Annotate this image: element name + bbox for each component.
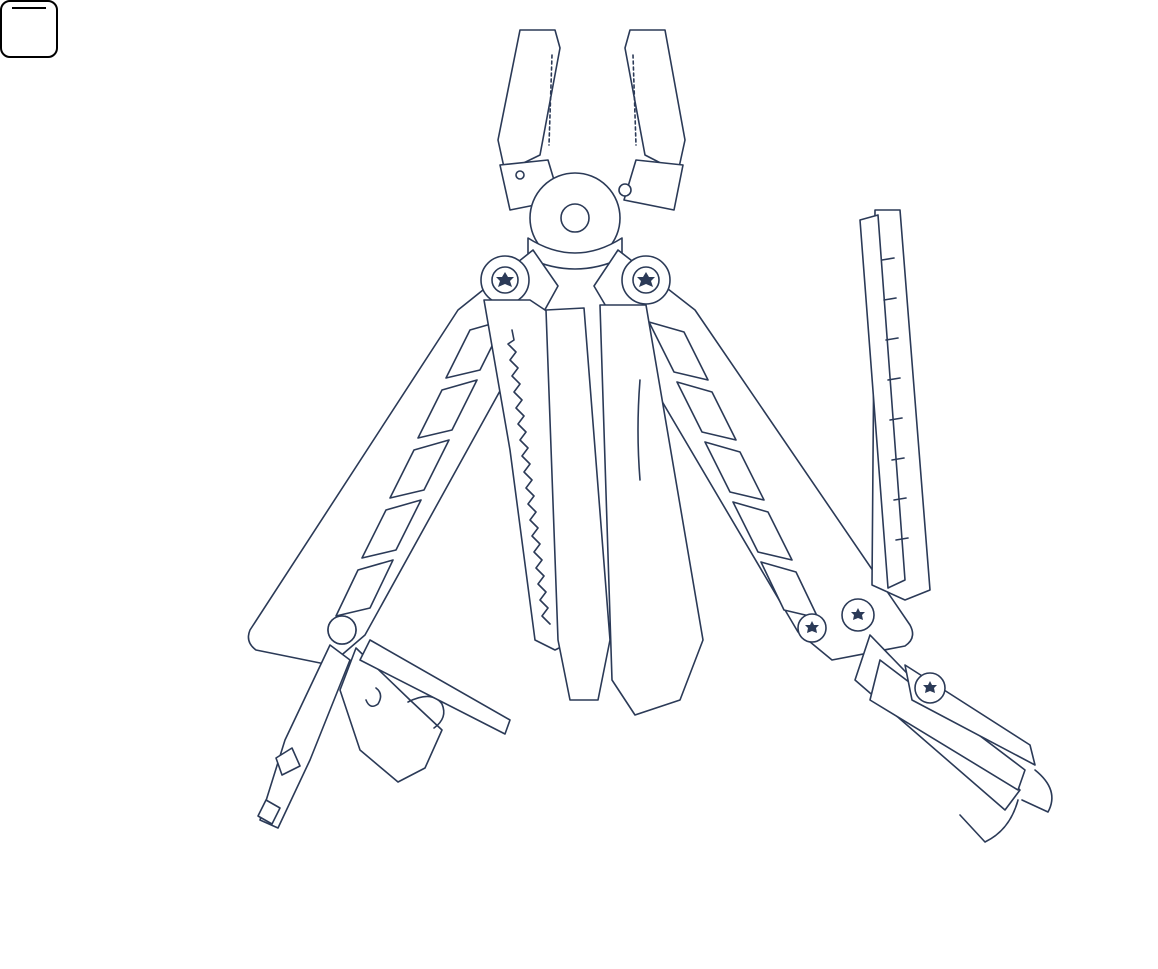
tool-count-badge bbox=[0, 0, 58, 58]
multitool-lineart bbox=[248, 30, 1051, 842]
plier-head bbox=[498, 30, 685, 269]
ruler-arm bbox=[860, 210, 930, 600]
multitool-svg bbox=[0, 0, 1158, 969]
scissors bbox=[855, 635, 1052, 842]
diagram-stage bbox=[0, 0, 1158, 969]
